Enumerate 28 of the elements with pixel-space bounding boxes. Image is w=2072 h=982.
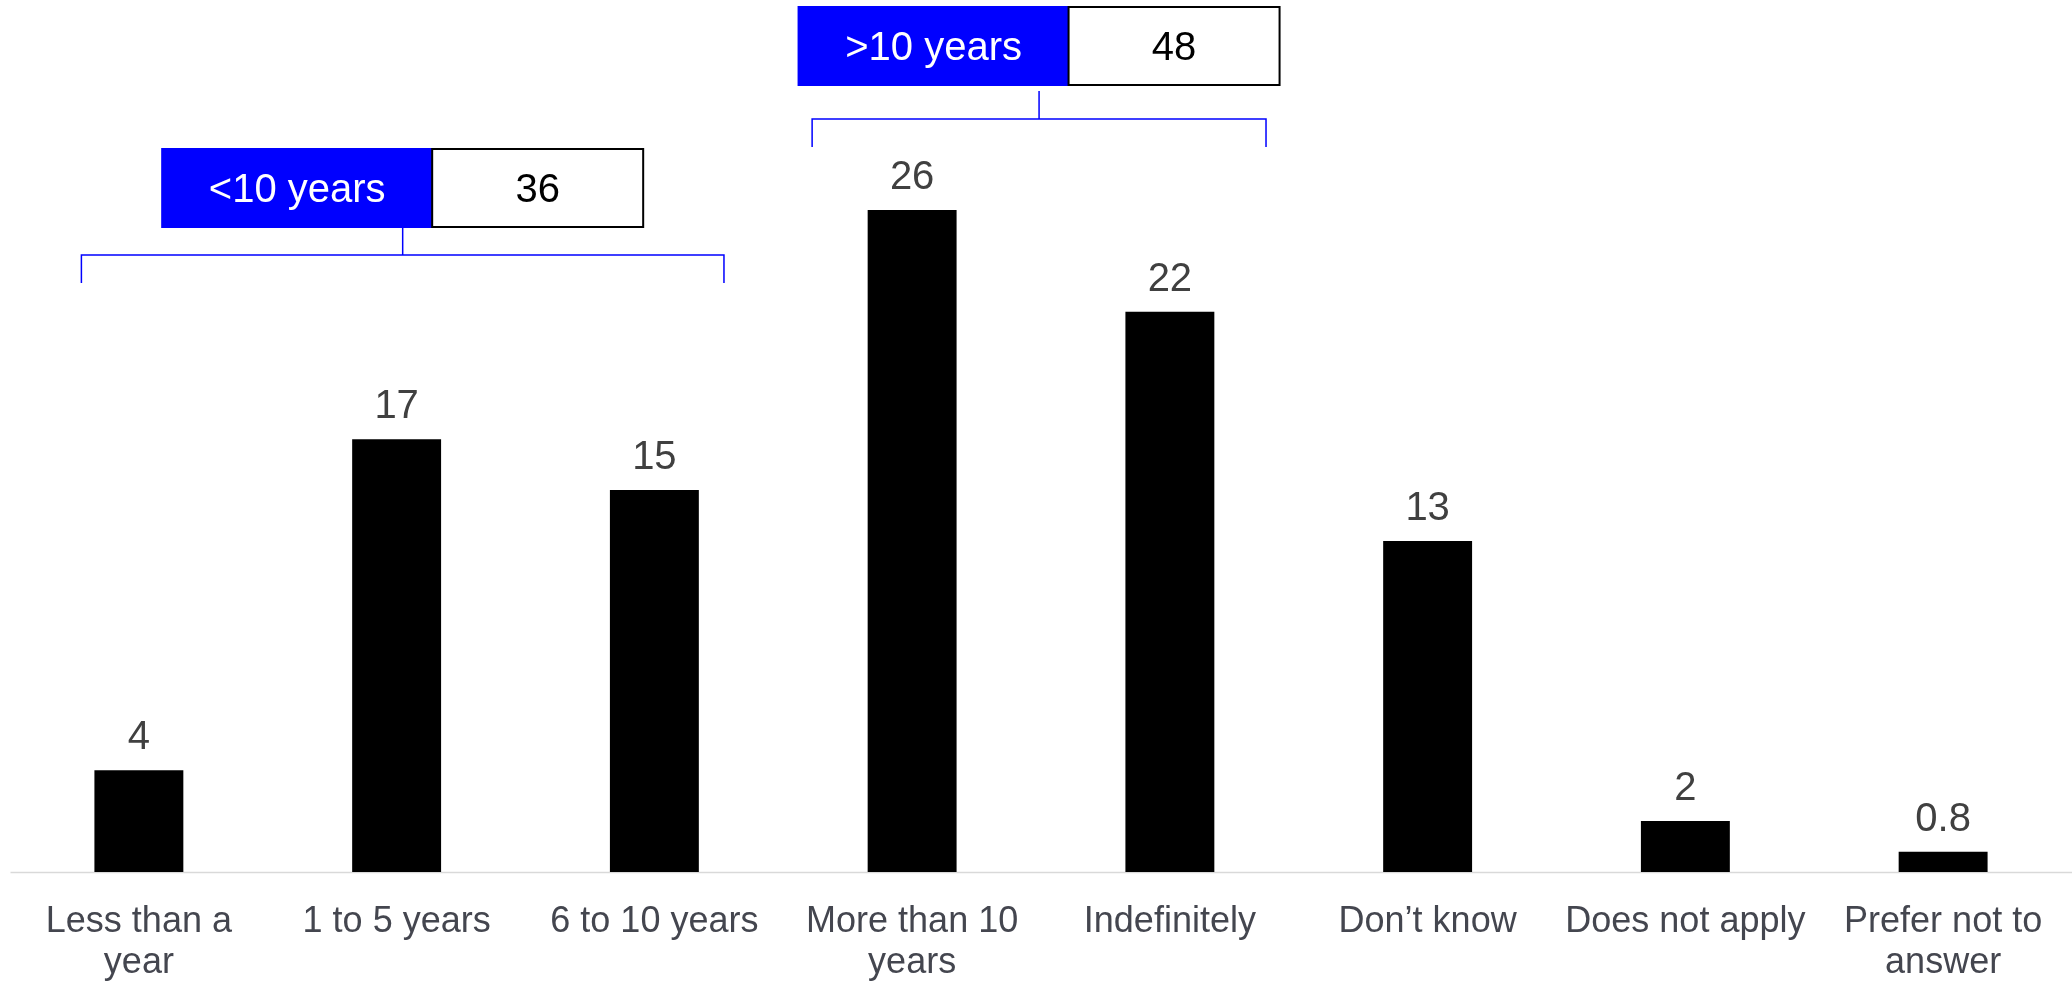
data-label: 26 [889, 153, 935, 197]
bar [94, 770, 184, 872]
bar [867, 210, 957, 872]
data-label: 2 [1674, 764, 1697, 809]
text: >10 years [845, 24, 1022, 68]
bar [1640, 821, 1730, 872]
bar [1125, 311, 1215, 872]
bar [1383, 541, 1473, 872]
data-label: 13 [1405, 484, 1450, 528]
annotation: 36 [515, 166, 560, 210]
bar [609, 490, 699, 872]
bar [352, 439, 442, 872]
x-tick-label: Prefer not to answer [1844, 898, 2043, 981]
data-label: 22 [1147, 254, 1193, 299]
data-label: 0.8 [1915, 794, 1971, 839]
bar [1898, 851, 1988, 872]
x-tick-label: 6 to 10 years [550, 898, 759, 940]
data-label: 4 [127, 713, 150, 758]
text: 48 [1151, 24, 1197, 68]
x-tick-label: Does not apply [1565, 898, 1806, 940]
x-tick-label: Less than a year [45, 898, 233, 981]
x-tick-label: Don’t know [1338, 898, 1518, 940]
x-tick-label: Indefinitely [1083, 898, 1256, 940]
data-label: 15 [632, 433, 677, 478]
x-tick-label: More than 10 years [806, 898, 1019, 981]
x-tick-label: 1 to 5 years [302, 898, 491, 940]
data-label: 17 [374, 382, 419, 427]
annotation: <10 years [208, 166, 386, 210]
